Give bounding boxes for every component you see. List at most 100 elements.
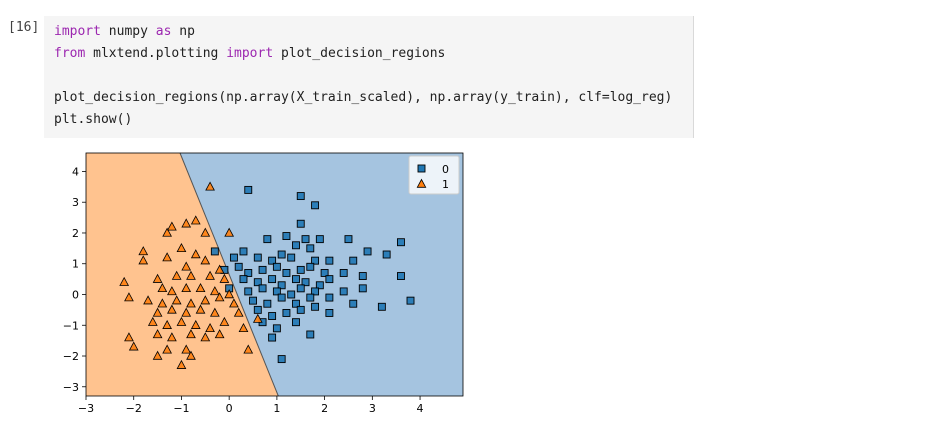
point-class-0	[315, 235, 324, 244]
point-class-1	[200, 227, 211, 237]
point-class-0	[292, 299, 300, 308]
point-class-0	[296, 284, 305, 293]
x-tick-label: 0	[226, 402, 233, 415]
code-text: plot_decision_regions	[273, 46, 446, 61]
legend-box	[408, 155, 460, 195]
point-class-0	[382, 250, 391, 259]
code-line-5: plt.show()	[54, 112, 133, 127]
x-tick-label: −2	[126, 402, 142, 415]
y-tick-label: 2	[72, 227, 79, 240]
point-class-1	[205, 270, 215, 280]
point-class-0	[301, 278, 310, 287]
y-tick-label: −3	[63, 381, 79, 394]
point-class-0	[287, 253, 296, 262]
point-class-0	[397, 272, 405, 280]
point-class-1	[167, 286, 177, 296]
point-class-0	[282, 308, 291, 317]
point-class-0	[268, 275, 277, 284]
point-class-1	[171, 270, 182, 280]
point-class-1	[190, 319, 201, 329]
point-class-0	[292, 241, 300, 250]
point-class-1	[171, 295, 182, 305]
point-class-0	[292, 275, 300, 284]
point-class-1	[162, 344, 172, 354]
point-class-0	[296, 219, 305, 228]
legend-marker-class-1	[416, 178, 427, 188]
y-tick-label: 3	[72, 196, 79, 209]
point-class-1	[214, 329, 225, 339]
plot-frame	[85, 152, 464, 397]
point-class-0	[311, 287, 320, 296]
point-class-1	[152, 329, 163, 339]
point-class-0	[349, 299, 358, 308]
point-class-1	[224, 227, 235, 237]
point-class-0	[244, 269, 253, 277]
point-class-1	[190, 215, 201, 225]
point-class-1	[157, 298, 168, 308]
point-class-1	[181, 261, 192, 271]
y-axis-ticks: −3 −2 −1 0 1 2 3 4	[63, 165, 86, 394]
point-class-0	[277, 281, 286, 290]
point-class-0	[268, 333, 277, 342]
keyword: as	[155, 24, 172, 39]
point-class-1	[233, 307, 244, 317]
point-class-1	[200, 332, 211, 342]
point-class-0	[306, 244, 315, 253]
code-editor[interactable]: import numpy as np from mlxtend.plotting…	[44, 16, 694, 138]
point-class-0	[349, 256, 358, 265]
keyword: from	[54, 46, 86, 61]
point-class-1	[143, 295, 153, 305]
keyword: import	[54, 24, 101, 39]
point-class-1	[162, 319, 172, 329]
point-class-0	[311, 201, 320, 210]
point-class-0	[282, 232, 291, 241]
point-class-0	[306, 293, 315, 302]
point-class-1	[167, 304, 177, 314]
point-class-1	[200, 295, 211, 305]
point-class-0	[358, 272, 367, 280]
cell-prompt: [16]	[8, 20, 40, 35]
point-class-1	[209, 286, 220, 296]
point-class-0	[306, 330, 315, 339]
point-class-1	[128, 341, 139, 351]
point-class-0	[263, 299, 272, 308]
point-class-1	[152, 350, 163, 360]
code-line-2: from mlxtend.plotting import plot_decisi…	[54, 46, 445, 61]
point-class-1	[219, 316, 230, 326]
point-class-0	[239, 275, 248, 284]
point-class-0	[325, 256, 334, 265]
point-class-0	[311, 256, 320, 265]
point-class-0	[311, 302, 320, 311]
point-class-1	[147, 316, 158, 326]
data-points	[119, 181, 415, 369]
point-class-0	[239, 247, 248, 256]
y-tick-label: 1	[72, 258, 79, 271]
point-class-0	[277, 250, 286, 259]
point-class-1	[167, 332, 177, 342]
point-class-1	[152, 273, 163, 283]
point-class-0	[397, 238, 405, 247]
decision-regions	[86, 153, 463, 396]
keyword: import	[226, 46, 274, 61]
point-class-0	[253, 253, 262, 262]
point-class-1	[152, 307, 163, 317]
editor-divider	[693, 16, 694, 138]
point-class-0	[249, 296, 257, 305]
point-class-0	[296, 305, 305, 314]
y-tick-label: −1	[63, 319, 79, 332]
point-class-0	[296, 265, 305, 274]
point-class-1	[205, 181, 215, 191]
point-class-0	[244, 287, 253, 296]
x-tick-label: −1	[173, 402, 189, 415]
code-cell[interactable]: [16] import numpy as np from mlxtend.plo…	[0, 8, 952, 140]
point-class-0	[277, 355, 286, 364]
legend-label-class-1: 1	[442, 178, 449, 191]
point-class-0	[363, 247, 372, 256]
point-class-0	[253, 278, 262, 287]
point-class-0	[282, 269, 291, 277]
point-class-0	[339, 269, 348, 277]
point-class-0	[272, 287, 281, 296]
point-class-1	[138, 246, 149, 256]
legend-marker-class-0	[417, 164, 426, 173]
